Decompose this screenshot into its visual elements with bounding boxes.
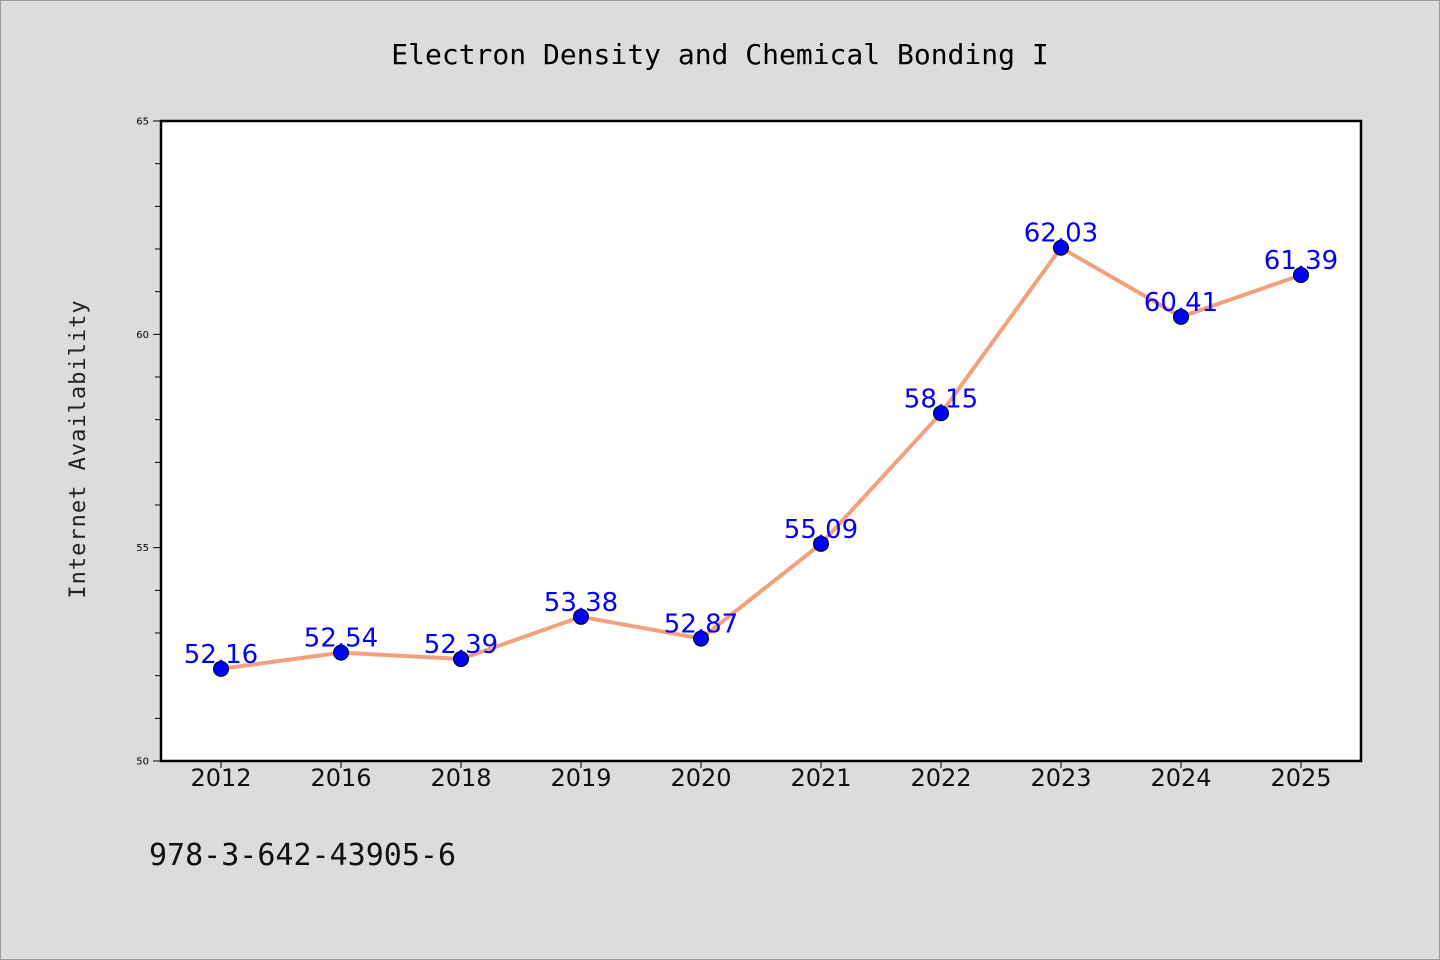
footnote-isbn: 978-3-642-43905-6 [149, 838, 456, 873]
data-point [933, 405, 949, 422]
data-label: 58.15 [904, 384, 978, 414]
data-label: 53.38 [544, 588, 618, 618]
data-labels: 52.16 52.54 52.39 53.38 52.87 55.09 58.15 62.03… [184, 219, 1338, 670]
x-axis-ticks: 2012 2016 2018 2019 2020 2021 2022 2023 2024 2025 [190, 761, 1332, 792]
data-markers [213, 239, 1309, 677]
y-axis-label: Internet Availability [66, 299, 91, 598]
plot-frame [159, 119, 1363, 763]
x-tick-label: 2022 [910, 764, 971, 792]
plot-area [161, 121, 1361, 761]
data-label: 52.39 [424, 630, 498, 660]
y-tick-label: 60 [136, 330, 149, 341]
y-tick-label: 55 [136, 543, 149, 554]
data-label: 62.03 [1024, 219, 1098, 249]
data-point [1293, 267, 1309, 284]
data-label: 61.39 [1264, 246, 1338, 276]
data-label: 52.54 [304, 624, 378, 654]
x-tick-label: 2021 [790, 764, 851, 792]
data-point [213, 660, 229, 677]
data-label: 55.09 [784, 515, 858, 545]
chart-title: Electron Density and Chemical Bonding I [391, 38, 1048, 71]
data-point [1053, 239, 1069, 256]
series-line-group [219, 245, 1303, 671]
x-tick-label: 2018 [430, 764, 491, 792]
data-label: 60.41 [1144, 288, 1218, 318]
data-label: 52.16 [184, 640, 258, 670]
data-point [693, 630, 709, 647]
y-axis-ticks: 50 55 60 65 [136, 117, 161, 768]
x-tick-label: 2012 [190, 764, 251, 792]
data-point [813, 535, 829, 552]
data-label: 52.87 [664, 610, 738, 640]
x-tick-label: 2023 [1030, 764, 1091, 792]
x-tick-label: 2025 [1270, 764, 1331, 792]
x-tick-label: 2019 [550, 764, 611, 792]
series-line [219, 245, 1303, 671]
data-point [1173, 308, 1189, 325]
data-point [333, 644, 349, 661]
x-tick-label: 2024 [1150, 764, 1211, 792]
y-tick-label: 65 [136, 117, 149, 128]
data-point [453, 651, 469, 668]
x-tick-label: 2020 [670, 764, 731, 792]
x-tick-label: 2016 [310, 764, 371, 792]
data-point [573, 608, 589, 625]
y-tick-label: 50 [136, 757, 149, 768]
